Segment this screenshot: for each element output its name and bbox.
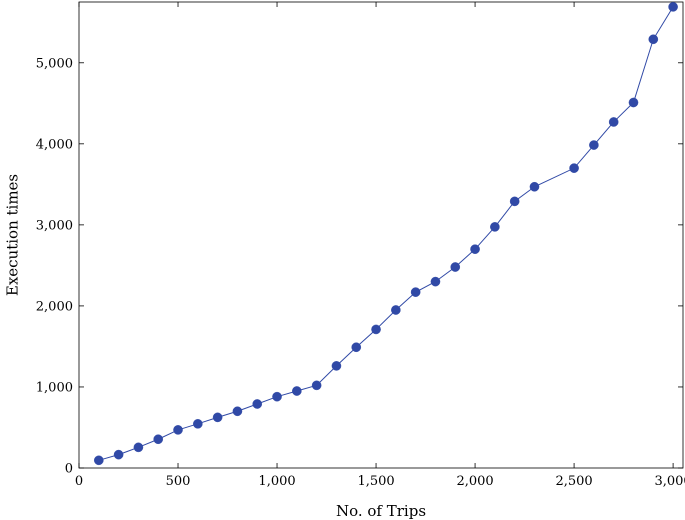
x-tick-label: 2,000: [456, 474, 493, 489]
data-point: [529, 181, 540, 192]
y-tick-label: 3,000: [36, 218, 73, 233]
y-tick-label: 5,000: [36, 56, 73, 71]
x-tick-label: 0: [75, 474, 83, 489]
data-point: [569, 163, 579, 173]
series-line: [98, 6, 674, 461]
series-layer: [94, 2, 678, 466]
data-point: [628, 97, 639, 108]
data-point: [648, 34, 659, 45]
data-point: [173, 425, 183, 435]
data-point: [371, 324, 381, 335]
data-point: [113, 449, 124, 460]
data-point: [351, 342, 362, 353]
data-point: [153, 434, 164, 445]
data-point: [589, 140, 599, 150]
plot-frame: [78, 1, 684, 469]
x-tick-label: 500: [166, 474, 191, 489]
data-point: [490, 222, 500, 232]
axis-ticks: [78, 2, 683, 469]
x-tick-label: 3,000: [654, 474, 685, 489]
data-point: [272, 391, 282, 402]
data-point: [331, 361, 342, 371]
data-point: [232, 406, 243, 417]
data-point: [193, 419, 203, 429]
data-point: [608, 117, 619, 127]
data-point: [470, 244, 480, 254]
data-point: [292, 386, 302, 396]
data-point: [133, 442, 144, 453]
data-point: [311, 380, 322, 391]
data-point: [391, 305, 401, 315]
data-point: [430, 276, 441, 287]
data-point: [410, 287, 421, 297]
data-point: [509, 196, 520, 207]
data-point: [668, 2, 678, 12]
data-point: [94, 455, 104, 466]
data-point: [450, 262, 461, 272]
y-axis-title: Execution times: [3, 174, 21, 296]
x-axis-title: No. of Trips: [336, 502, 426, 520]
data-point: [252, 399, 263, 409]
axes-frame: [78, 1, 684, 469]
y-tick-label: 4,000: [36, 137, 73, 152]
y-tick-label: 1,000: [36, 380, 73, 395]
tick-labels: 0 500 1,000 1,500 2,000 2,500 3,000 0 1,000 2,000…: [36, 56, 685, 489]
y-tick-label: 2,000: [36, 299, 73, 314]
x-tick-label: 1,500: [357, 474, 394, 489]
data-point: [212, 412, 223, 423]
y-tick-label: 0: [65, 462, 73, 477]
x-tick-label: 1,000: [258, 474, 295, 489]
x-tick-label: 2,500: [555, 474, 592, 489]
